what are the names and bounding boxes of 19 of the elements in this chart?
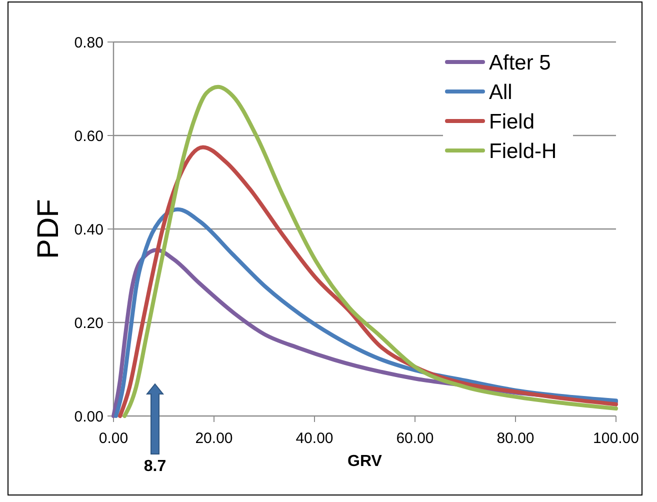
y-tick-label: 0.60 [74,128,104,145]
x-tick-label: 100.00 [593,430,639,447]
x-axis-title: GRV [348,453,382,470]
y-tick-label: 0.80 [74,34,104,52]
x-tick-label: 60.00 [396,430,434,447]
legend-label: All [489,80,512,104]
y-axis-title: PDF [32,199,65,259]
x-tick-label: 20.00 [195,430,233,447]
legend-label: Field [489,110,535,134]
legend-label: After 5 [489,51,551,74]
x-tick-label: 80.00 [496,430,534,447]
line-series [122,84,618,418]
x-tick-label: 40.00 [296,430,334,447]
y-tick-label: 0.40 [74,221,104,238]
y-tick-label: 0.20 [74,314,104,332]
y-tick-label: 0.00 [74,408,104,426]
text: 8.7 [144,458,166,475]
x-tick-label: 0.00 [98,430,128,447]
legend-label: Field-H [489,140,557,163]
